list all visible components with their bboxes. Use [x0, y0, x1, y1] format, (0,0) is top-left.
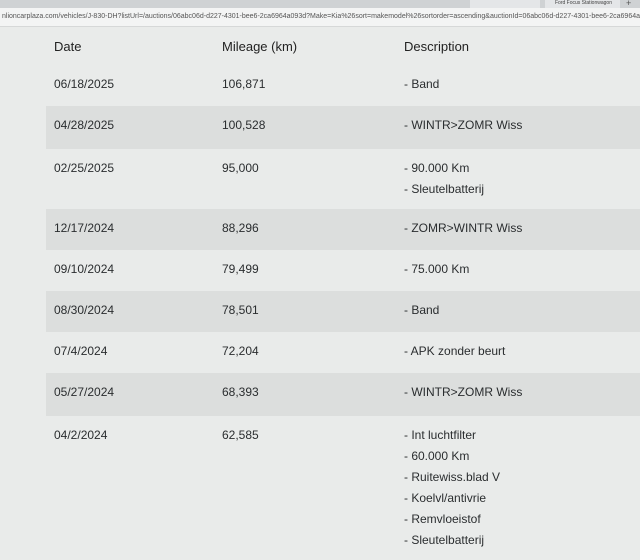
description-item: - Sleutelbatterij [404, 533, 485, 547]
description-item: - WINTR>ZOMR Wiss [404, 118, 523, 132]
description-cell: - WINTR>ZOMR Wiss [404, 373, 640, 410]
address-bar[interactable]: nlioncarplaza.com/vehicles/J-830-DH?list… [0, 8, 640, 27]
table-row: 05/27/2024 68,393 - WINTR>ZOMR Wiss [46, 373, 640, 416]
description-cell: - 90.000 Km - Sleutelbatterij [404, 149, 640, 203]
description-item: - Koelvl/antivrie [404, 491, 487, 505]
date-cell: 09/10/2024 [54, 262, 115, 276]
date-cell: 05/27/2024 [54, 385, 115, 399]
browser-tab[interactable] [470, 0, 540, 8]
description-cell: - Band [404, 65, 640, 100]
description-item: - Band [404, 303, 440, 317]
header-mileage: Mileage (km) [222, 39, 298, 54]
mileage-cell: 88,296 [222, 221, 259, 235]
mileage-cell: 100,528 [222, 118, 266, 132]
table-row: 09/10/2024 79,499 - 75.000 Km [46, 250, 640, 291]
table-row: 04/2/2024 62,585 - Int luchtfilter - 60.000… [46, 416, 640, 560]
table-row: 07/4/2024 72,204 - APK zonder beurt [46, 332, 640, 373]
browser-tab-strip: Ford Focus Stationwagon + [0, 0, 640, 8]
description-item: - Sleutelbatterij [404, 182, 485, 196]
description-item: - Band [404, 77, 440, 91]
description-cell: - Int luchtfilter - 60.000 Km - Ruitewiss.… [404, 416, 640, 554]
mileage-cell: 62,585 [222, 428, 259, 442]
description-item: - Int luchtfilter [404, 428, 477, 442]
description-cell: - Band [404, 291, 640, 326]
description-cell: - ZOMR>WINTR Wiss [404, 209, 640, 244]
description-item: - Ruitewiss.blad V [404, 470, 501, 484]
table-row: 08/30/2024 78,501 - Band [46, 291, 640, 332]
description-cell: - 75.000 Km [404, 250, 640, 285]
header-date: Date [54, 39, 82, 54]
table-row: 02/25/2025 95,000 - 90.000 Km - Sleutelbatt… [46, 149, 640, 209]
table-row: 12/17/2024 88,296 - ZOMR>WINTR Wiss [46, 209, 640, 250]
table-row: 06/18/2025 106,871 - Band [46, 65, 640, 106]
mileage-cell: 68,393 [222, 385, 259, 399]
new-tab-icon[interactable]: + [626, 0, 632, 8]
mileage-cell: 72,204 [222, 344, 259, 358]
description-item: - 75.000 Km [404, 262, 470, 276]
maintenance-history-table: Date Mileage (km) Description 06/18/2025… [46, 28, 640, 560]
description-item: - WINTR>ZOMR Wiss [404, 385, 523, 399]
mileage-cell: 106,871 [222, 77, 266, 91]
date-cell: 04/28/2025 [54, 118, 115, 132]
description-cell: - APK zonder beurt [404, 332, 640, 367]
date-cell: 12/17/2024 [54, 221, 115, 235]
table-header: Date Mileage (km) Description [46, 28, 640, 65]
description-cell: - WINTR>ZOMR Wiss [404, 106, 640, 143]
browser-tab[interactable]: Ford Focus Stationwagon [545, 0, 620, 8]
description-item: - ZOMR>WINTR Wiss [404, 221, 523, 235]
date-cell: 08/30/2024 [54, 303, 115, 317]
table-row: 04/28/2025 100,528 - WINTR>ZOMR Wiss [46, 106, 640, 149]
mileage-cell: 78,501 [222, 303, 259, 317]
date-cell: 07/4/2024 [54, 344, 108, 358]
date-cell: 02/25/2025 [54, 161, 115, 175]
date-cell: 06/18/2025 [54, 77, 115, 91]
description-item: - 90.000 Km [404, 161, 470, 175]
header-description: Description [404, 39, 470, 54]
description-item: - 60.000 Km [404, 449, 470, 463]
mileage-cell: 79,499 [222, 262, 259, 276]
description-item: - APK zonder beurt [404, 344, 506, 358]
description-item: - Remvloeistof [404, 512, 481, 526]
mileage-cell: 95,000 [222, 161, 259, 175]
date-cell: 04/2/2024 [54, 428, 108, 442]
